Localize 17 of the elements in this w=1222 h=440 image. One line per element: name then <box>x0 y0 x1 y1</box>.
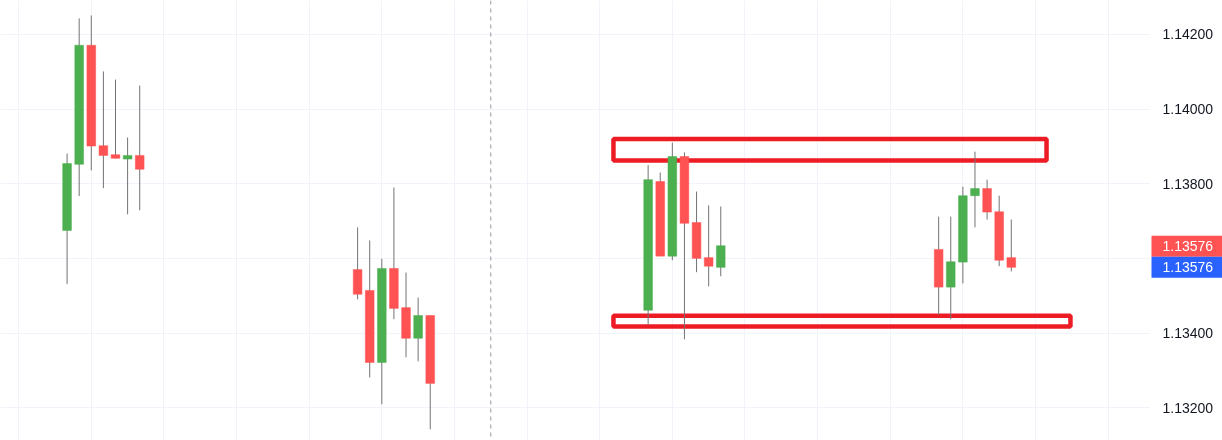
y-tick-label: 1.14200 <box>1162 26 1214 43</box>
candlestick <box>1006 219 1016 272</box>
y-tick-label: 1.13200 <box>1162 399 1214 416</box>
candlestick <box>970 151 980 228</box>
y-tick-label: 1.13800 <box>1162 175 1214 192</box>
y-tick-label: 1.13400 <box>1162 325 1214 342</box>
candlestick <box>982 179 992 221</box>
candlestick <box>110 79 121 159</box>
candlestick <box>98 70 108 189</box>
text: 1.13576 <box>1162 238 1214 255</box>
candlestick <box>716 206 726 277</box>
candlestick <box>413 297 423 362</box>
candlestick <box>123 136 133 215</box>
candlestick <box>704 204 714 287</box>
candlestick <box>135 85 145 211</box>
text: 1.13576 <box>1162 259 1214 276</box>
y-tick-label: 1.14000 <box>1162 101 1214 118</box>
